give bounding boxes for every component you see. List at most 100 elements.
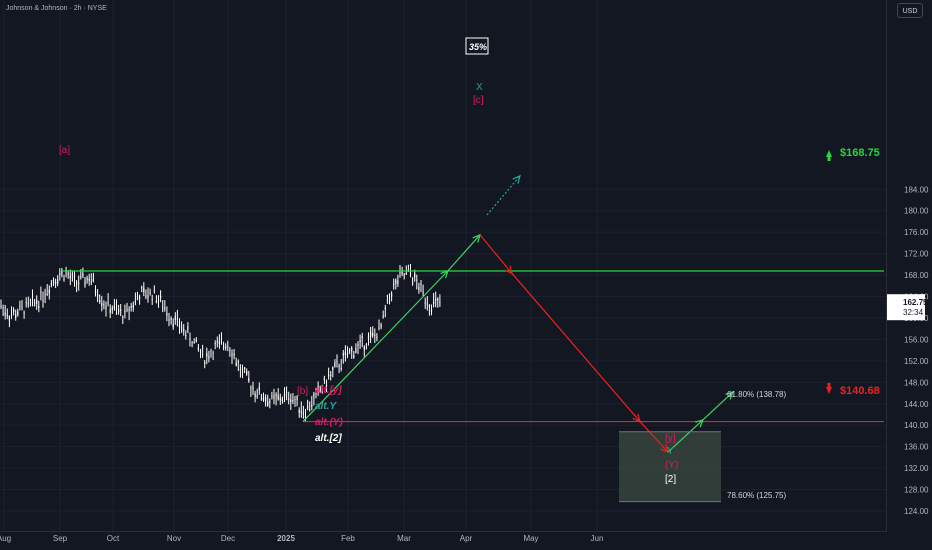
wave-label-b: [b] bbox=[297, 386, 308, 397]
candle-body bbox=[244, 367, 246, 370]
candle-body bbox=[27, 303, 29, 305]
candle-body bbox=[80, 276, 82, 278]
candle-body bbox=[313, 393, 315, 397]
candle-body bbox=[328, 374, 330, 376]
candle-body bbox=[21, 307, 23, 309]
alt-2-label: alt.[2] bbox=[315, 433, 342, 444]
price-tick-label: 156.00 bbox=[904, 335, 929, 344]
candle-body bbox=[319, 387, 321, 392]
candle-body bbox=[304, 416, 307, 418]
red-decline-line bbox=[479, 234, 669, 453]
candle-body bbox=[157, 299, 160, 301]
price-tick-label: 172.00 bbox=[904, 250, 929, 259]
candle-body bbox=[38, 306, 40, 308]
candle-body bbox=[426, 303, 428, 305]
candle-body bbox=[256, 395, 258, 397]
candle-body bbox=[48, 289, 50, 294]
price-candles bbox=[0, 263, 441, 423]
candle-body bbox=[237, 361, 239, 363]
time-tick-label: Aug bbox=[0, 534, 11, 543]
candle-body bbox=[139, 296, 141, 299]
arrow-down-icon bbox=[826, 383, 832, 394]
candle-body bbox=[275, 394, 277, 396]
candle-body bbox=[367, 335, 370, 339]
candle-body bbox=[294, 398, 296, 400]
candle-body bbox=[2, 307, 4, 309]
candle-body bbox=[52, 280, 55, 284]
alt-Y-label: alt.Y bbox=[315, 401, 337, 412]
candle-body bbox=[120, 309, 122, 311]
candle-body bbox=[50, 283, 52, 286]
candle-body bbox=[380, 324, 382, 328]
candle-body bbox=[332, 367, 334, 370]
candle-body bbox=[349, 349, 351, 351]
candle-body bbox=[414, 273, 416, 278]
price-tick-label: 168.00 bbox=[904, 271, 929, 280]
candle-body bbox=[57, 279, 59, 284]
candle-body bbox=[271, 395, 273, 397]
time-axis[interactable]: Aug Sep Oct Nov Dec 2025 Feb Mar Apr May Jun bbox=[0, 534, 603, 543]
candle-body bbox=[185, 335, 187, 337]
candle-body bbox=[82, 273, 84, 277]
candle-body bbox=[0, 306, 2, 308]
candle-body bbox=[132, 305, 134, 308]
price-axis[interactable]: 124.00 128.00 132.00 136.00 140.00 144.00 148.… bbox=[887, 185, 929, 516]
candle-body bbox=[214, 343, 216, 344]
candle-body bbox=[430, 309, 433, 312]
candle-body bbox=[4, 312, 6, 315]
currency-button[interactable]: USD bbox=[897, 3, 923, 18]
time-tick-label: Sep bbox=[53, 534, 68, 543]
candle-body bbox=[174, 316, 176, 320]
candle-body bbox=[346, 353, 349, 356]
candle-body bbox=[403, 273, 405, 276]
candle-body bbox=[384, 307, 386, 310]
candle-body bbox=[29, 300, 31, 301]
candle-body bbox=[254, 393, 256, 398]
candle-body bbox=[227, 345, 229, 347]
candle-body bbox=[153, 290, 155, 292]
alt-y-small-label: alt.[y] bbox=[315, 385, 342, 396]
candle-body bbox=[241, 368, 244, 370]
candle-body bbox=[290, 399, 292, 402]
candle-body bbox=[250, 387, 252, 388]
price-badge-countdown: 32:34 bbox=[903, 308, 924, 317]
alt-Y-paren-label: alt.(Y) bbox=[315, 417, 343, 428]
green-rebound-arrowhead-1 bbox=[695, 418, 705, 428]
candle-body bbox=[178, 324, 181, 328]
candle-body bbox=[273, 395, 275, 399]
candle-body bbox=[283, 393, 286, 397]
wave-label-x: X bbox=[476, 82, 483, 93]
price-tick-label: 124.00 bbox=[904, 507, 929, 516]
arrow-up-icon bbox=[826, 150, 832, 161]
candle-body bbox=[216, 341, 218, 342]
time-tick-label: 2025 bbox=[277, 534, 295, 543]
price-tick-label: 180.00 bbox=[904, 207, 929, 216]
green-impulse-line bbox=[302, 270, 449, 422]
candle-body bbox=[359, 340, 361, 343]
candle-body bbox=[437, 298, 439, 301]
candle-body bbox=[90, 281, 92, 283]
candle-body bbox=[258, 387, 260, 390]
candle-body bbox=[168, 319, 170, 321]
candle-body bbox=[187, 326, 189, 331]
price-badge bbox=[887, 294, 925, 321]
candle-body bbox=[223, 346, 225, 348]
candle-body bbox=[183, 329, 185, 332]
candle-body bbox=[225, 347, 227, 349]
candle-body bbox=[23, 312, 25, 314]
time-tick-label: May bbox=[523, 534, 538, 543]
candle-body bbox=[286, 392, 288, 393]
candle-body bbox=[164, 308, 166, 310]
upper-level-label: $168.75 bbox=[840, 147, 880, 159]
target-zone bbox=[619, 431, 721, 502]
red-arrowhead-2 bbox=[632, 413, 641, 423]
candle-body bbox=[363, 346, 365, 350]
candle-body bbox=[145, 295, 147, 297]
candle-body bbox=[40, 291, 42, 293]
candle-body bbox=[325, 385, 328, 387]
candle-body bbox=[281, 399, 283, 402]
candle-body bbox=[321, 386, 323, 389]
candle-body bbox=[63, 278, 65, 281]
price-tick-label: 136.00 bbox=[904, 443, 929, 452]
